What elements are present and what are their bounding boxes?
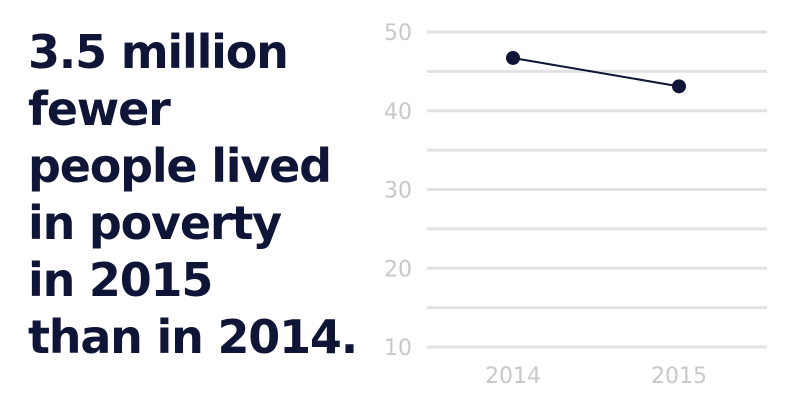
headline-line-3: people lived [28,139,332,193]
x-tick-label: 2015 [651,364,707,389]
series-line [512,57,680,88]
headline-line-5: in 2015 [28,253,213,307]
y-tick-label: 30 [384,179,412,204]
headline-line-4: in poverty [28,196,282,250]
headline-line-6: than in 2014. [28,310,358,364]
y-tick-label: 40 [384,100,412,125]
x-tick-label: 2014 [485,364,541,389]
headline-line-2: fewer [28,82,171,136]
x-axis-tick-labels: 2014 2015 [485,364,707,389]
y-tick-label: 20 [384,257,412,282]
y-tick-label: 10 [384,336,412,361]
y-tick-label: 50 [384,21,412,46]
headline-line-1: 3.5 million [28,25,289,79]
headline: 3.5 million fewer people lived in povert… [28,24,378,366]
chart-gridlines [427,30,767,349]
chart-series [506,50,686,94]
data-point [506,50,520,65]
y-axis-tick-labels: 10 20 30 40 50 [384,21,412,361]
data-point [672,79,686,94]
